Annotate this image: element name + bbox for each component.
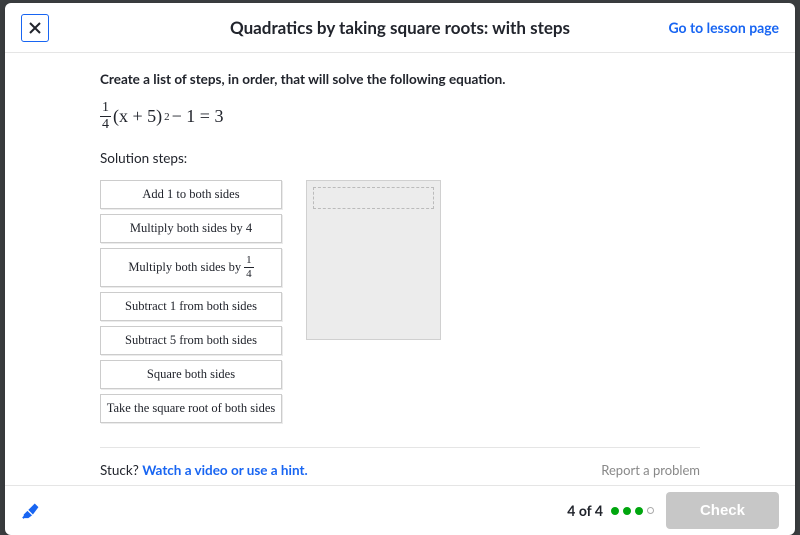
modal-header: Quadratics by taking square roots: with … (5, 3, 795, 53)
equation-display: 1 4 (x + 5)2 − 1 = 3 (100, 101, 700, 132)
close-button[interactable] (21, 14, 49, 42)
step-option[interactable]: Square both sides (100, 360, 282, 389)
step-option[interactable]: Subtract 5 from both sides (100, 326, 282, 355)
lesson-page-link[interactable]: Go to lesson page (668, 19, 779, 36)
solution-steps-label: Solution steps: (100, 150, 700, 166)
progress-dot (647, 507, 654, 514)
exercise-modal: Quadratics by taking square roots: with … (5, 3, 795, 535)
progress-dot (611, 507, 619, 515)
step-option[interactable]: Subtract 1 from both sides (100, 292, 282, 321)
modal-footer: 4 of 4 Check (5, 485, 795, 535)
modal-content: Create a list of steps, in order, that w… (5, 53, 795, 485)
progress-dot (623, 507, 631, 515)
drop-slot[interactable] (313, 187, 434, 209)
question-prompt: Create a list of steps, in order, that w… (100, 71, 700, 87)
progress-indicator: 4 of 4 (567, 502, 654, 519)
pencil-icon (21, 498, 43, 520)
options-list: Add 1 to both sides Multiply both sides … (100, 180, 282, 423)
report-problem-link[interactable]: Report a problem (601, 462, 700, 478)
work-area: Add 1 to both sides Multiply both sides … (100, 180, 700, 423)
check-button[interactable]: Check (666, 492, 779, 529)
close-icon (28, 21, 42, 35)
fraction: 1 4 (244, 255, 254, 280)
help-row: Stuck? Watch a video or use a hint. Repo… (100, 448, 700, 485)
solution-dropzone[interactable] (306, 180, 441, 340)
stuck-label: Stuck? (100, 462, 142, 478)
scratchpad-button[interactable] (21, 498, 43, 524)
step-option[interactable]: Add 1 to both sides (100, 180, 282, 209)
step-option[interactable]: Multiply both sides by 1 4 (100, 248, 282, 287)
hint-link[interactable]: Watch a video or use a hint. (142, 462, 308, 478)
progress-dots (611, 507, 654, 515)
step-option[interactable]: Multiply both sides by 4 (100, 214, 282, 243)
fraction: 1 4 (100, 101, 111, 132)
progress-dot (635, 507, 643, 515)
progress-text: 4 of 4 (567, 502, 603, 519)
step-option[interactable]: Take the square root of both sides (100, 394, 282, 423)
